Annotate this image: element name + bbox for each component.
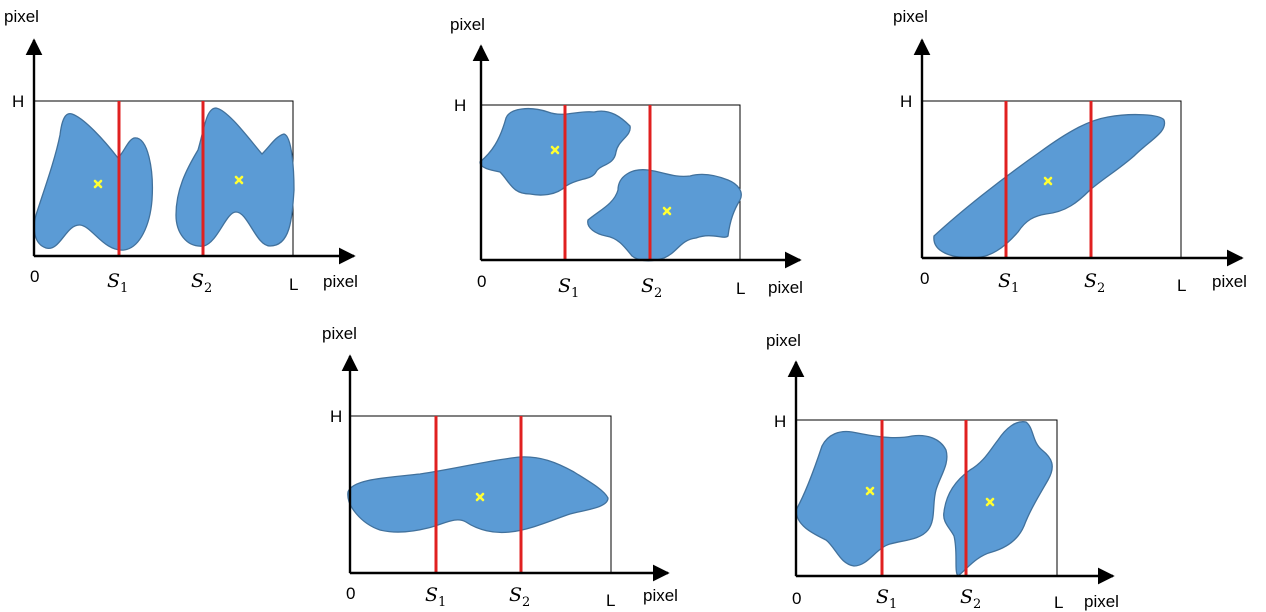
split-label-2: S2: [641, 275, 662, 301]
split-label-2: S2: [191, 270, 212, 296]
x-axis-label: pixel: [1084, 592, 1119, 611]
y-axis-label: pixel: [450, 15, 485, 34]
y-axis-label: pixel: [893, 7, 928, 26]
panel-2: pixel H 0 L pixel S1 S2: [450, 15, 803, 301]
height-label: H: [774, 412, 786, 431]
height-label: H: [330, 407, 342, 426]
panel-5: pixel H 0 L pixel S1 S2: [766, 331, 1119, 612]
centroid-marker: [985, 497, 995, 507]
y-axis-label: pixel: [4, 7, 39, 26]
split-label-1: S1: [425, 584, 446, 610]
x-axis-label: pixel: [768, 278, 803, 297]
length-label: L: [289, 275, 298, 294]
split-label-2: S2: [509, 584, 530, 610]
length-label: L: [606, 591, 615, 610]
centroid-marker: [93, 179, 103, 189]
x-axis-label: pixel: [1212, 272, 1247, 291]
object-blob: [943, 421, 1053, 577]
origin-label: 0: [920, 269, 929, 288]
y-axis-label: pixel: [766, 331, 801, 350]
split-label-2: S2: [1084, 270, 1105, 296]
height-label: H: [454, 96, 466, 115]
y-axis-label: pixel: [322, 324, 357, 343]
x-axis-label: pixel: [643, 586, 678, 605]
object-blob: [933, 113, 1166, 259]
split-label-2: S2: [960, 586, 981, 612]
centroid-marker: [550, 145, 560, 155]
panel-4: pixel H 0 L pixel S1 S2: [322, 324, 678, 610]
object-blob: [33, 112, 154, 251]
x-axis-label: pixel: [323, 272, 358, 291]
split-label-1: S1: [876, 586, 897, 612]
height-label: H: [900, 92, 912, 111]
split-label-1: S1: [998, 270, 1019, 296]
centroid-marker: [234, 175, 244, 185]
height-label: H: [12, 92, 24, 111]
centroid-marker: [662, 206, 672, 216]
panel-3: pixel H 0 L pixel S1 S2: [893, 7, 1247, 296]
object-blob: [587, 169, 742, 262]
length-label: L: [736, 279, 745, 298]
length-label: L: [1177, 276, 1186, 295]
centroid-marker: [865, 486, 875, 496]
split-label-1: S1: [558, 275, 579, 301]
length-label: L: [1054, 593, 1063, 612]
origin-label: 0: [30, 267, 39, 286]
split-label-1: S1: [107, 270, 128, 296]
origin-label: 0: [346, 584, 355, 603]
origin-label: 0: [792, 589, 801, 608]
panel-1: pixel H 0 L pixel S1 S2: [4, 7, 358, 296]
centroid-marker: [475, 492, 485, 502]
centroid-marker: [1043, 176, 1053, 186]
origin-label: 0: [477, 272, 486, 291]
object-blob: [795, 430, 948, 567]
